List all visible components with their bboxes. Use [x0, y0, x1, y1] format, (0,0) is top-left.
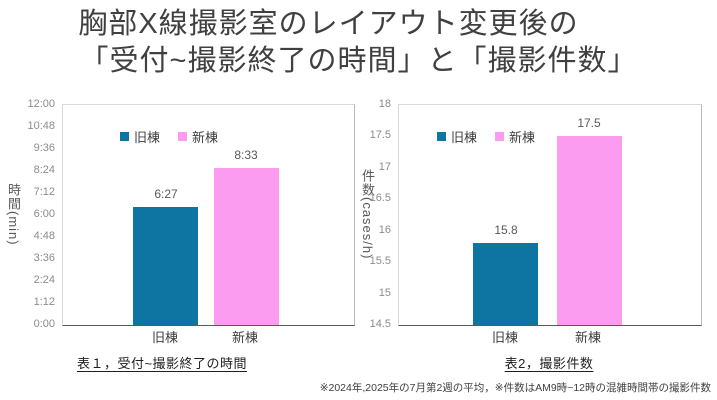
plot-area: 旧棟 新棟 15.8 17.5: [398, 104, 702, 326]
y-axis-tick-label: 2:24: [33, 274, 55, 286]
legend-label: 新棟: [192, 130, 219, 145]
x-axis-category-label: 旧棟: [151, 330, 178, 345]
y-axis-tick-label: 9:36: [33, 142, 55, 154]
y-axis-tick-label: 1:12: [33, 296, 55, 308]
legend-item-新棟: 新棟: [495, 127, 535, 146]
legend-item-旧棟: 旧棟: [120, 127, 160, 146]
chart-caption: 表2，撮影件数: [504, 356, 594, 371]
y-axis-tick-label: 18: [378, 98, 391, 110]
y-axis-tick-label: 6:00: [33, 208, 55, 220]
y-axis-tick-label: 14.5: [369, 318, 391, 330]
y-axis-title: 件数(cases/h): [358, 104, 377, 324]
footnote: ※2024年,2025年の7月第2週の平均，※件数はAM9時~12時の混雑時間帯…: [319, 382, 711, 394]
legend-item-新棟: 新棟: [178, 127, 218, 146]
bar-新棟: [214, 168, 279, 325]
y-axis-title-text: 件数(cases/h): [360, 168, 375, 260]
chart-reception-to-exam-time: 時間(min) 旧棟 新棟 6:27 8:33 表１，受付~撮影終了の時間 0:00…: [0, 96, 358, 386]
bar-新棟: [557, 136, 622, 325]
bar-value-label: 17.5: [577, 116, 601, 130]
page-title: 胸部X線撮影室のレイアウト変更後の 「受付~撮影終了の時間」と「撮影件数」: [0, 6, 717, 80]
legend-label: 旧棟: [451, 130, 478, 145]
y-axis-tick-label: 16: [378, 223, 391, 236]
bar-旧棟: [473, 243, 538, 325]
y-axis-tick-label: 17.5: [369, 129, 391, 142]
page-title-line1: 胸部X線撮影室のレイアウト変更後の: [78, 8, 579, 40]
y-axis-tick-label: 3:36: [33, 252, 55, 264]
y-axis-tick-label: 16.5: [369, 192, 391, 205]
plot-area: 旧棟 新棟 6:27 8:33: [62, 104, 355, 326]
y-axis-tick-label: 15: [378, 286, 391, 299]
legend-swatch-icon: [437, 132, 446, 141]
bar-value-label: 6:27: [154, 187, 178, 201]
y-axis-tick-label: 17: [378, 160, 391, 173]
x-axis-category-label: 新棟: [574, 330, 601, 345]
legend-label: 旧棟: [134, 130, 161, 145]
bar-value-label: 8:33: [234, 148, 258, 162]
y-axis-tick-label: 4:48: [33, 230, 55, 242]
page-title-line2: 「受付~撮影終了の時間」と「撮影件数」: [79, 45, 638, 77]
y-axis-tick-label: 10:48: [27, 120, 55, 132]
y-axis-title-text: 時間(min): [6, 182, 21, 246]
x-axis-category-label: 旧棟: [491, 330, 518, 345]
chart-exam-count: 件数(cases/h) 旧棟 新棟 15.8 17.5 表2，撮影件数 14.5 15…: [358, 96, 717, 386]
legend-swatch-icon: [495, 132, 505, 141]
legend-item-旧棟: 旧棟: [437, 127, 477, 146]
legend: 旧棟 新棟: [437, 127, 535, 146]
legend-label: 新棟: [509, 130, 536, 145]
y-axis-tick-label: 0:00: [33, 318, 55, 330]
legend: 旧棟 新棟: [120, 127, 218, 146]
legend-swatch-icon: [178, 132, 188, 141]
y-axis-tick-label: 7:12: [33, 186, 55, 198]
bar-value-label: 15.8: [494, 223, 518, 237]
chart-caption: 表１，受付~撮影終了の時間: [76, 356, 248, 371]
x-axis-category-label: 新棟: [231, 330, 258, 345]
legend-swatch-icon: [120, 132, 129, 141]
y-axis-tick-label: 8:24: [33, 164, 55, 176]
y-axis-tick-label: 15.5: [369, 255, 391, 268]
y-axis-title: 時間(min): [4, 104, 23, 324]
y-axis-tick-label: 12:00: [27, 98, 55, 110]
bar-旧棟: [133, 207, 198, 325]
